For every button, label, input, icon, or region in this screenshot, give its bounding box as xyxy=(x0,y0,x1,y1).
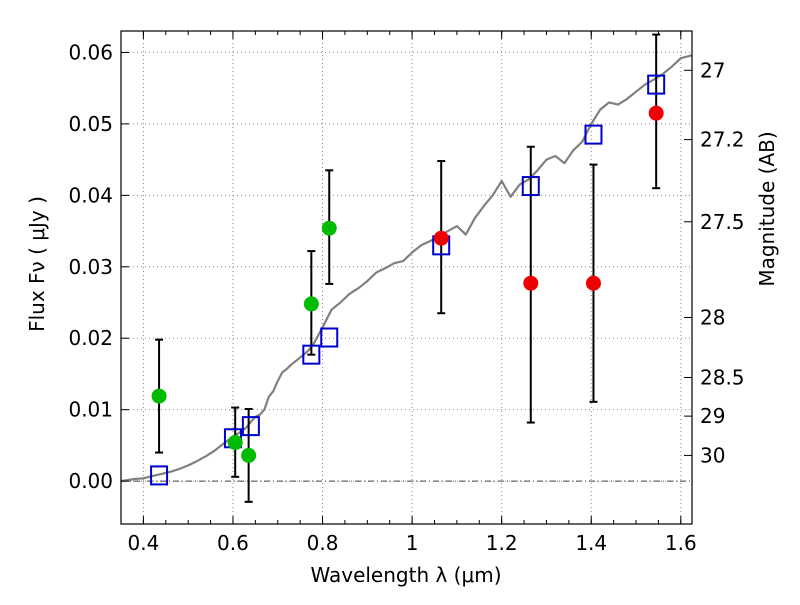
y-tick-label: 0.04 xyxy=(68,183,113,207)
x-tick-label: 0.8 xyxy=(307,531,339,555)
red-flux-point xyxy=(648,105,664,121)
right-tick-label: 30 xyxy=(700,443,725,467)
red-flux-point xyxy=(585,275,601,291)
green-flux-point xyxy=(151,388,167,404)
green-flux-point xyxy=(303,296,319,312)
right-tick-label: 27.5 xyxy=(700,210,745,234)
model-spectrum-layer xyxy=(120,54,693,483)
red-flux-point xyxy=(523,275,539,291)
plot-frame xyxy=(120,30,693,525)
model-flux-square xyxy=(320,327,339,348)
red-flux-point xyxy=(433,230,449,246)
x-axis-label: Wavelength λ (μm) xyxy=(310,563,501,587)
observed-point-layer xyxy=(151,105,664,463)
green-flux-point xyxy=(321,220,337,236)
green-flux-point xyxy=(227,435,243,451)
model-spectrum-line xyxy=(120,54,693,483)
x-tick-label: 1 xyxy=(406,531,419,555)
y-tick-label: 0.02 xyxy=(68,326,113,350)
model-square-layer xyxy=(150,74,666,486)
model-flux-square xyxy=(150,465,169,486)
y-axis-label: Flux Fν ( μJy ) xyxy=(25,196,49,332)
model-flux-square xyxy=(521,176,540,197)
green-flux-point xyxy=(241,447,257,463)
tick-layer: 0.4 0.6 0.8 1 1.2 1.4 1.6 0.00 0.01 0.02 0.03 0.04 0… xyxy=(68,31,745,555)
y-tick-label: 0.05 xyxy=(68,112,113,136)
model-flux-square xyxy=(302,344,321,365)
frame-layer xyxy=(120,30,693,525)
model-flux-square xyxy=(584,124,603,145)
right-tick-label: 28 xyxy=(700,306,725,330)
right-axis-label: Magnitude (AB) xyxy=(755,131,779,286)
x-tick-label: 1.2 xyxy=(486,531,518,555)
right-tick-label: 27.2 xyxy=(700,128,745,152)
model-flux-square xyxy=(241,416,260,437)
error-bar-layer xyxy=(155,33,661,503)
y-tick-label: 0.06 xyxy=(68,40,113,64)
y-tick-label: 0.00 xyxy=(68,469,113,493)
x-tick-label: 0.4 xyxy=(127,531,159,555)
right-tick-label: 28.5 xyxy=(700,366,745,390)
right-tick-label: 29 xyxy=(700,404,725,428)
model-flux-square xyxy=(647,74,666,95)
x-tick-label: 1.6 xyxy=(665,531,697,555)
y-tick-label: 0.03 xyxy=(68,255,113,279)
y-tick-label: 0.01 xyxy=(68,398,113,422)
x-tick-label: 0.6 xyxy=(217,531,249,555)
x-tick-label: 1.4 xyxy=(575,531,607,555)
right-tick-label: 27 xyxy=(700,58,725,82)
